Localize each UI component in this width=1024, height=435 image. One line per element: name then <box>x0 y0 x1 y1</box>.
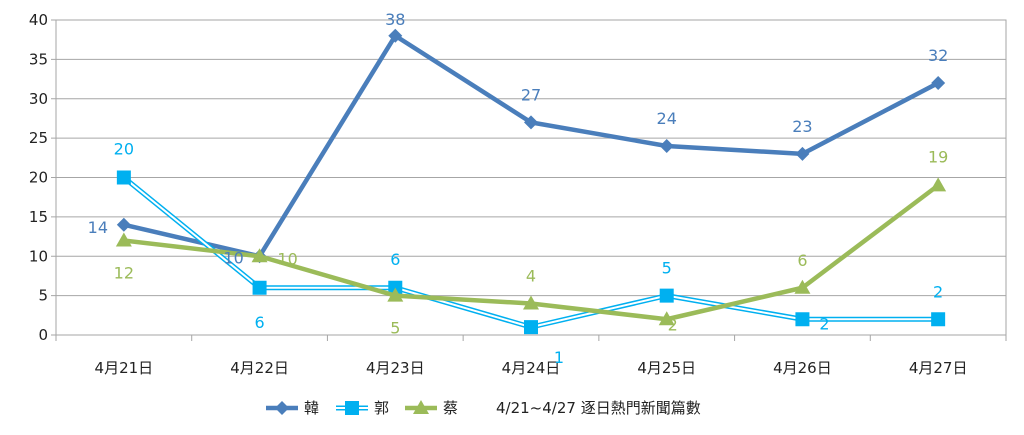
data-label: 1 <box>554 348 564 367</box>
legend-entry: 蔡 <box>443 399 458 417</box>
y-tick-label: 10 <box>29 247 48 265</box>
y-tick-label: 5 <box>38 287 48 305</box>
data-point <box>794 279 811 294</box>
data-point <box>524 320 538 335</box>
data-label: 24 <box>657 109 677 128</box>
data-label: 14 <box>88 218 108 237</box>
data-point <box>659 288 674 303</box>
legend-marker <box>275 401 289 415</box>
data-label: 38 <box>385 10 405 29</box>
gridlines <box>55 19 1007 336</box>
data-point <box>524 115 538 130</box>
x-tick-label: 4月26日 <box>773 359 832 377</box>
data-point <box>115 232 132 247</box>
series-square <box>116 170 946 335</box>
y-tick-label: 30 <box>29 90 48 108</box>
data-point <box>795 312 810 327</box>
data-label: 20 <box>114 140 134 159</box>
data-label: 4 <box>526 267 536 286</box>
data-label: 10 <box>277 249 297 268</box>
x-axis: 4月21日 4月22日 4月23日 4月24日 4月25日 4月26日 4月27日 <box>55 334 1007 377</box>
legend-marker <box>413 400 429 414</box>
x-tick-label: 4月27日 <box>909 359 968 377</box>
data-label: 12 <box>114 264 134 283</box>
y-tick-label: 40 <box>29 11 48 29</box>
data-point <box>795 146 810 161</box>
x-tick-label: 4月25日 <box>637 359 696 377</box>
series-line <box>123 33 940 259</box>
series-triangle <box>115 177 947 326</box>
y-tick-label: 15 <box>29 208 48 226</box>
y-axis: 0 5 10 15 20 25 30 35 40 <box>29 11 56 344</box>
data-label: 6 <box>254 313 264 332</box>
data-point <box>387 287 404 302</box>
series-layer <box>115 28 947 335</box>
x-tick-label: 4月24日 <box>502 359 561 377</box>
legend-entry: 郭 <box>374 399 389 417</box>
y-tick-label: 0 <box>38 326 48 344</box>
data-label: 19 <box>928 147 948 166</box>
data-label: 5 <box>390 319 400 338</box>
data-point <box>523 295 539 310</box>
data-point <box>930 177 947 192</box>
data-label: 2 <box>933 282 943 301</box>
data-point <box>116 170 131 185</box>
data-label: 10 <box>223 248 243 267</box>
series-diamond <box>116 28 946 264</box>
data-label: 2 <box>668 315 678 334</box>
data-point <box>659 139 674 153</box>
x-tick-label: 4月21日 <box>95 359 154 377</box>
data-label: 32 <box>928 46 948 65</box>
y-tick-label: 25 <box>29 129 48 147</box>
legend-entry: 韓 <box>304 399 319 417</box>
chart-title: 4/21~4/27 逐日熱門新聞篇數 <box>496 399 701 417</box>
y-tick-label: 20 <box>29 169 48 187</box>
data-point <box>251 248 268 263</box>
data-point <box>931 76 946 90</box>
data-label: 6 <box>797 251 807 270</box>
data-point <box>658 311 675 326</box>
legend: 韓 郭 蔡 4/21~4/27 逐日熱門新聞篇數 <box>266 399 701 417</box>
legend-marker <box>345 401 359 415</box>
data-label: 27 <box>521 85 541 104</box>
data-label: 6 <box>390 250 400 269</box>
data-point <box>388 28 403 43</box>
data-point <box>931 312 946 327</box>
data-label: 5 <box>662 259 672 278</box>
x-tick-label: 4月22日 <box>230 359 289 377</box>
data-point <box>116 217 131 232</box>
data-label: 2 <box>819 314 829 333</box>
x-tick-label: 4月23日 <box>366 359 425 377</box>
data-point <box>252 280 267 295</box>
y-tick-label: 35 <box>29 50 48 68</box>
data-label: 23 <box>792 117 812 136</box>
data-labels: 14 10 38 27 24 23 32 20 6 6 1 5 2 2 12 10 5 4 2 6 19 <box>88 10 949 367</box>
